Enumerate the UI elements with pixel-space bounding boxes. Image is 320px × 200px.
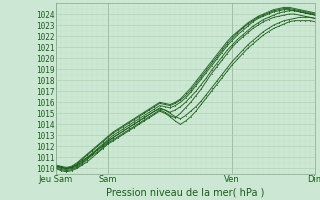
X-axis label: Pression niveau de la mer( hPa ): Pression niveau de la mer( hPa ) <box>107 187 265 197</box>
